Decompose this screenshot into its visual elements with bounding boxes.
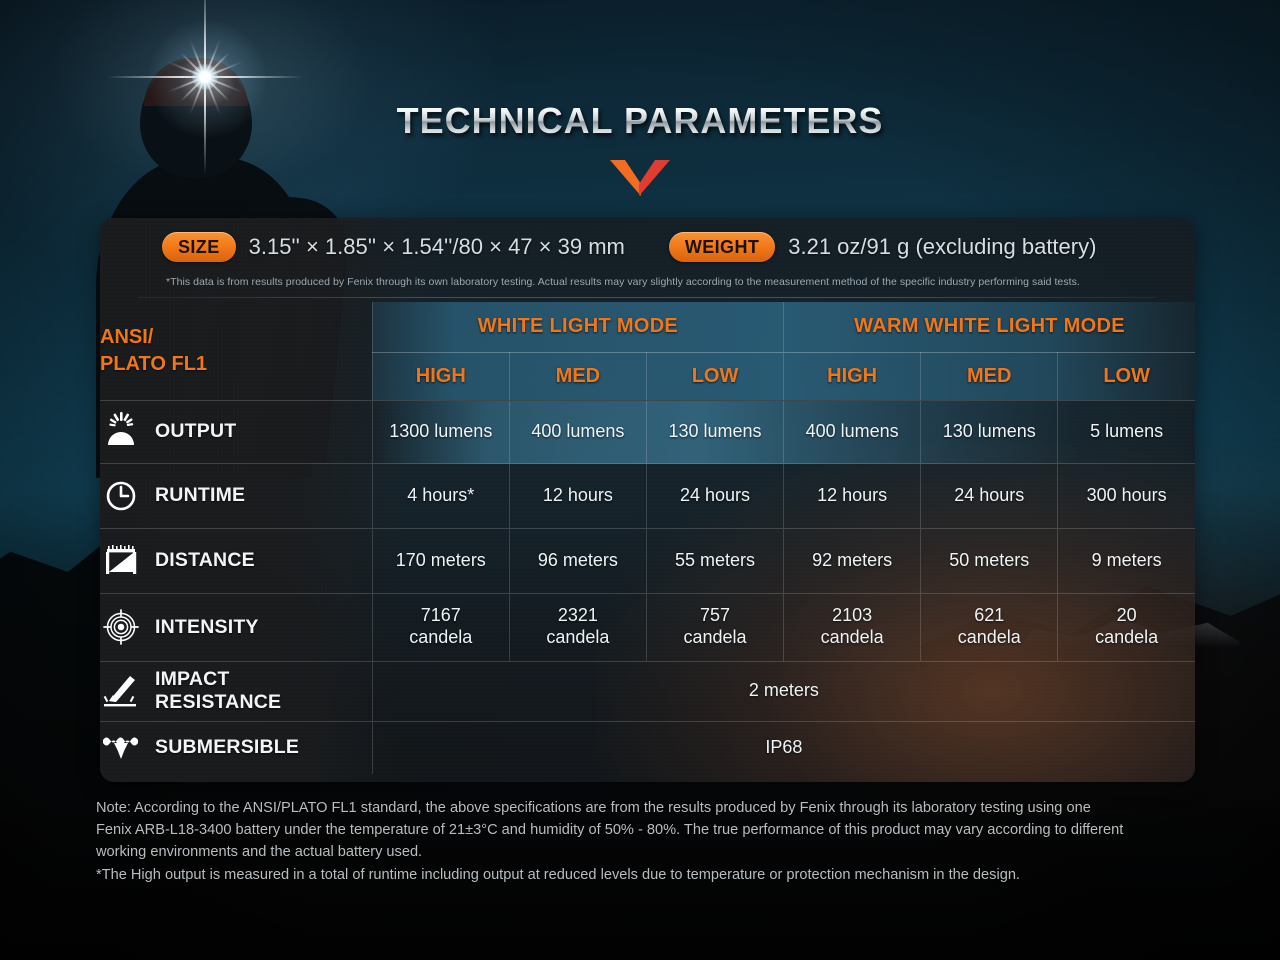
row-label-text: IMPACT RESISTANCE xyxy=(155,668,282,713)
size-badge: SIZE xyxy=(162,232,236,262)
cell-intensity-white-high: 7167 candela xyxy=(371,593,510,661)
cell-intensity-white-med: 2321 candela xyxy=(508,593,647,661)
table-row: IMPACT RESISTANCE 2 meters xyxy=(100,661,1195,721)
footnote-line-4: *The High output is measured in a total … xyxy=(96,866,1020,883)
cell-distance-white-med: 96 meters xyxy=(508,528,647,593)
table-row: INTENSITY 7167 candela 2321 candela 757 can… xyxy=(100,593,1195,661)
standard-line-2: PLATO FL1 xyxy=(100,352,208,375)
standard-label: ANSI/ PLATO FL1 xyxy=(100,302,372,400)
row-label-text: SUBMERSIBLE xyxy=(155,736,300,759)
cell-output-warm-low: 5 lumens xyxy=(1057,400,1195,463)
cell-output-warm-high: 400 lumens xyxy=(783,400,921,463)
mode-header-white-high: HIGH xyxy=(371,352,510,400)
row-label-output: OUTPUT xyxy=(100,400,372,463)
cell-runtime-warm-low: 300 hours xyxy=(1057,463,1195,528)
row-label-text: INTENSITY xyxy=(155,615,259,638)
cell-distance-warm-low: 9 meters xyxy=(1057,528,1195,593)
chevron-down-icon xyxy=(608,158,672,203)
weight-value: 3.21 oz/91 g (excluding battery) xyxy=(788,234,1097,259)
cell-output-white-high: 1300 lumens xyxy=(371,400,510,463)
cell-distance-white-high: 170 meters xyxy=(371,528,510,593)
row-label-submersible: SUBMERSIBLE xyxy=(100,721,372,774)
table-row: OUTPUT 1300 lumens 400 lumens 130 lumens… xyxy=(100,400,1195,463)
cell-runtime-warm-med: 24 hours xyxy=(920,463,1058,528)
weight-badge: WEIGHT xyxy=(668,232,776,262)
cell-distance-warm-high: 92 meters xyxy=(783,528,921,593)
footnote-line-1: Note: According to the ANSI/PLATO FL1 st… xyxy=(96,800,1091,816)
cell-intensity-white-low: 757 candela xyxy=(645,593,784,661)
specs-panel: SIZE 3.15'' × 1.85'' × 1.54''/80 × 47 × … xyxy=(100,218,1195,782)
target-icon xyxy=(100,607,142,647)
cell-submersible-value: IP68 xyxy=(371,721,1195,774)
size-weight-row: SIZE 3.15'' × 1.85'' × 1.54''/80 × 47 × … xyxy=(100,218,1195,276)
table-group-header-row: ANSI/ PLATO FL1 WHITE LIGHT MODE WARM WH… xyxy=(100,302,1195,375)
table-row: DISTANCE 170 meters 96 meters 55 meters … xyxy=(100,528,1195,593)
mode-header-white-low: LOW xyxy=(645,352,784,400)
group-header-warm-white-light: WARM WHITE LIGHT MODE xyxy=(783,302,1195,353)
page-title: TECHNICAL PARAMETERS xyxy=(0,100,1280,142)
cell-distance-white-low: 55 meters xyxy=(645,528,784,593)
row-label-distance: DISTANCE xyxy=(100,528,372,593)
footnote: Note: According to the ANSI/PLATO FL1 st… xyxy=(96,797,1196,886)
cell-runtime-white-low: 24 hours xyxy=(645,463,784,528)
lab-disclaimer: *This data is from results produced by F… xyxy=(166,276,1080,288)
cell-output-white-low: 130 lumens xyxy=(645,400,784,463)
cell-runtime-warm-high: 12 hours xyxy=(783,463,921,528)
table-row: SUBMERSIBLE IP68 xyxy=(100,721,1195,774)
clock-icon xyxy=(100,476,142,516)
divider xyxy=(138,297,1157,298)
headlamp-icon xyxy=(192,64,218,90)
row-label-text: DISTANCE xyxy=(155,549,255,572)
cell-impact-resistance-value: 2 meters xyxy=(371,661,1195,721)
row-label-text: RUNTIME xyxy=(155,484,246,507)
size-value: 3.15'' × 1.85'' × 1.54''/80 × 47 × 39 mm xyxy=(248,234,625,259)
cell-runtime-white-med: 12 hours xyxy=(508,463,647,528)
mode-header-warm-med: MED xyxy=(920,352,1058,400)
cell-intensity-warm-high: 2103 candela xyxy=(783,593,921,661)
mode-header-warm-low: LOW xyxy=(1057,352,1195,400)
cell-distance-warm-med: 50 meters xyxy=(920,528,1058,593)
beam-distance-icon xyxy=(100,541,142,581)
cell-output-warm-med: 130 lumens xyxy=(920,400,1058,463)
mode-header-white-med: MED xyxy=(508,352,647,400)
row-label-impact-resistance: IMPACT RESISTANCE xyxy=(100,661,372,721)
submersible-icon xyxy=(100,728,142,768)
cell-output-white-med: 400 lumens xyxy=(508,400,647,463)
row-label-runtime: RUNTIME xyxy=(100,463,372,528)
table-mode-header-row: HIGH MED LOW HIGH MED LOW xyxy=(100,352,1195,400)
specs-table: ANSI/ PLATO FL1 WHITE LIGHT MODE WARM WH… xyxy=(100,302,1195,774)
cell-runtime-white-high: 4 hours* xyxy=(371,463,510,528)
footnote-line-2: Fenix ARB-L18-3400 battery under the tem… xyxy=(96,822,1124,839)
standard-line-1: ANSI/ xyxy=(100,325,154,348)
cell-intensity-warm-low: 20 candela xyxy=(1057,593,1195,661)
row-label-text: OUTPUT xyxy=(155,420,237,443)
impact-icon xyxy=(100,671,142,711)
group-header-white-light: WHITE LIGHT MODE xyxy=(371,302,784,353)
mode-header-warm-high: HIGH xyxy=(783,352,921,400)
table-row: RUNTIME 4 hours* 12 hours 24 hours 12 ho… xyxy=(100,463,1195,528)
cell-intensity-warm-med: 621 candela xyxy=(920,593,1058,661)
footnote-line-3: working environments and the actual batt… xyxy=(96,844,423,861)
row-label-intensity: INTENSITY xyxy=(100,593,372,661)
sunburst-icon xyxy=(100,411,142,452)
